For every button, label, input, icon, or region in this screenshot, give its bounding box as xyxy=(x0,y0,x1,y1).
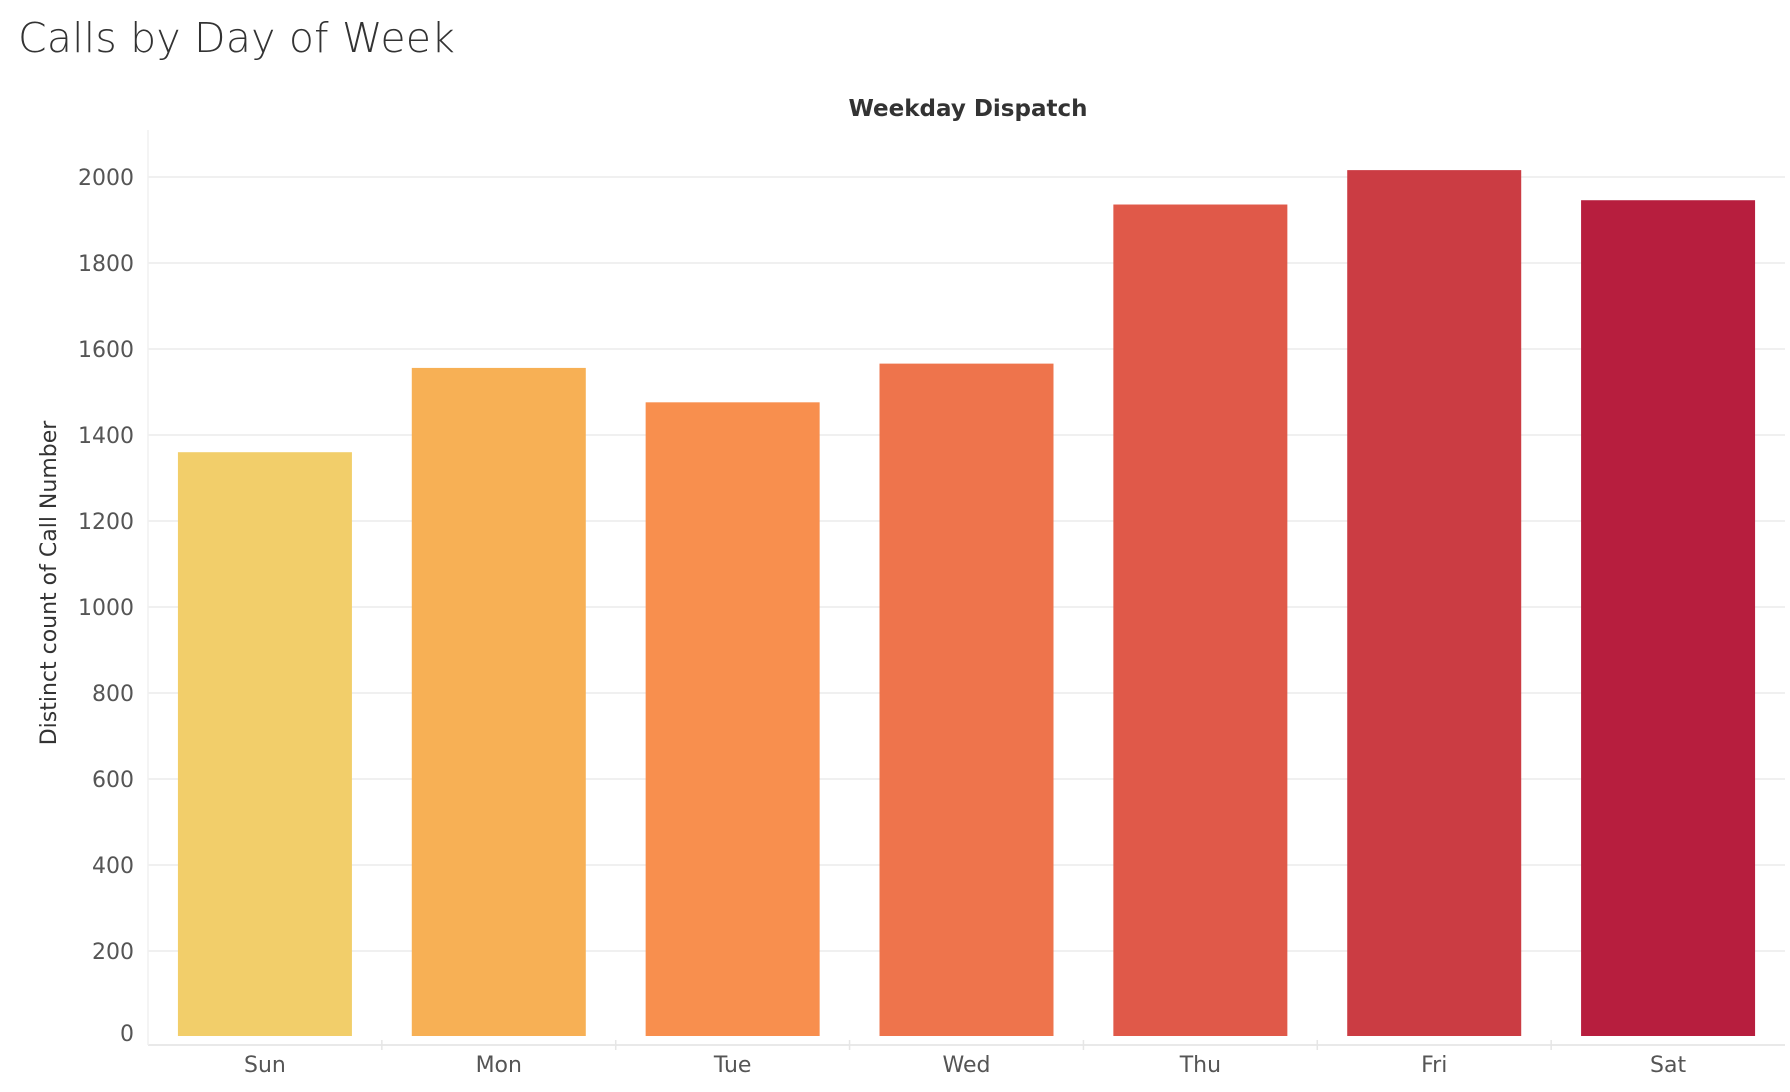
bars xyxy=(177,170,1756,1037)
bar-mon[interactable] xyxy=(411,367,586,1036)
y-tick-label: 1200 xyxy=(78,510,134,535)
y-tick-label: 200 xyxy=(92,940,134,965)
x-tick-label: Sat xyxy=(1650,1053,1686,1078)
bar-sun[interactable] xyxy=(177,452,352,1036)
y-tick-label: 2000 xyxy=(78,166,134,191)
x-tick-label: Fri xyxy=(1421,1053,1447,1078)
bar-thu[interactable] xyxy=(1113,204,1288,1036)
y-tick-label: 800 xyxy=(92,682,134,707)
x-axis-ticks: Sun Mon Tue Wed Thu Fri Sat xyxy=(244,1040,1686,1078)
page-title: Calls by Day of Week xyxy=(18,14,456,62)
x-tick-label: Tue xyxy=(713,1053,752,1078)
y-axis-title: Distinct count of Call Number xyxy=(37,420,62,746)
y-tick-label: 1000 xyxy=(78,596,134,621)
chart-title: Weekday Dispatch xyxy=(849,96,1088,122)
bar-tue[interactable] xyxy=(645,402,820,1036)
y-tick-label: 1800 xyxy=(78,252,134,277)
y-tick-label: 0 xyxy=(120,1022,134,1047)
x-tick-label: Sun xyxy=(244,1053,286,1078)
x-tick-label: Wed xyxy=(943,1053,991,1078)
y-tick-label: 600 xyxy=(92,768,134,793)
y-axis-ticks: 0 200 400 600 800 1000 1200 1400 1600 1800 2000 xyxy=(78,166,134,1047)
x-tick-label: Mon xyxy=(476,1053,522,1078)
y-tick-label: 1600 xyxy=(78,338,134,363)
bar-sat[interactable] xyxy=(1581,200,1756,1037)
y-tick-label: 400 xyxy=(92,854,134,879)
y-tick-label: 1400 xyxy=(78,424,134,449)
bar-wed[interactable] xyxy=(879,363,1054,1036)
x-tick-label: Thu xyxy=(1179,1053,1221,1078)
bar-fri[interactable] xyxy=(1347,170,1522,1036)
